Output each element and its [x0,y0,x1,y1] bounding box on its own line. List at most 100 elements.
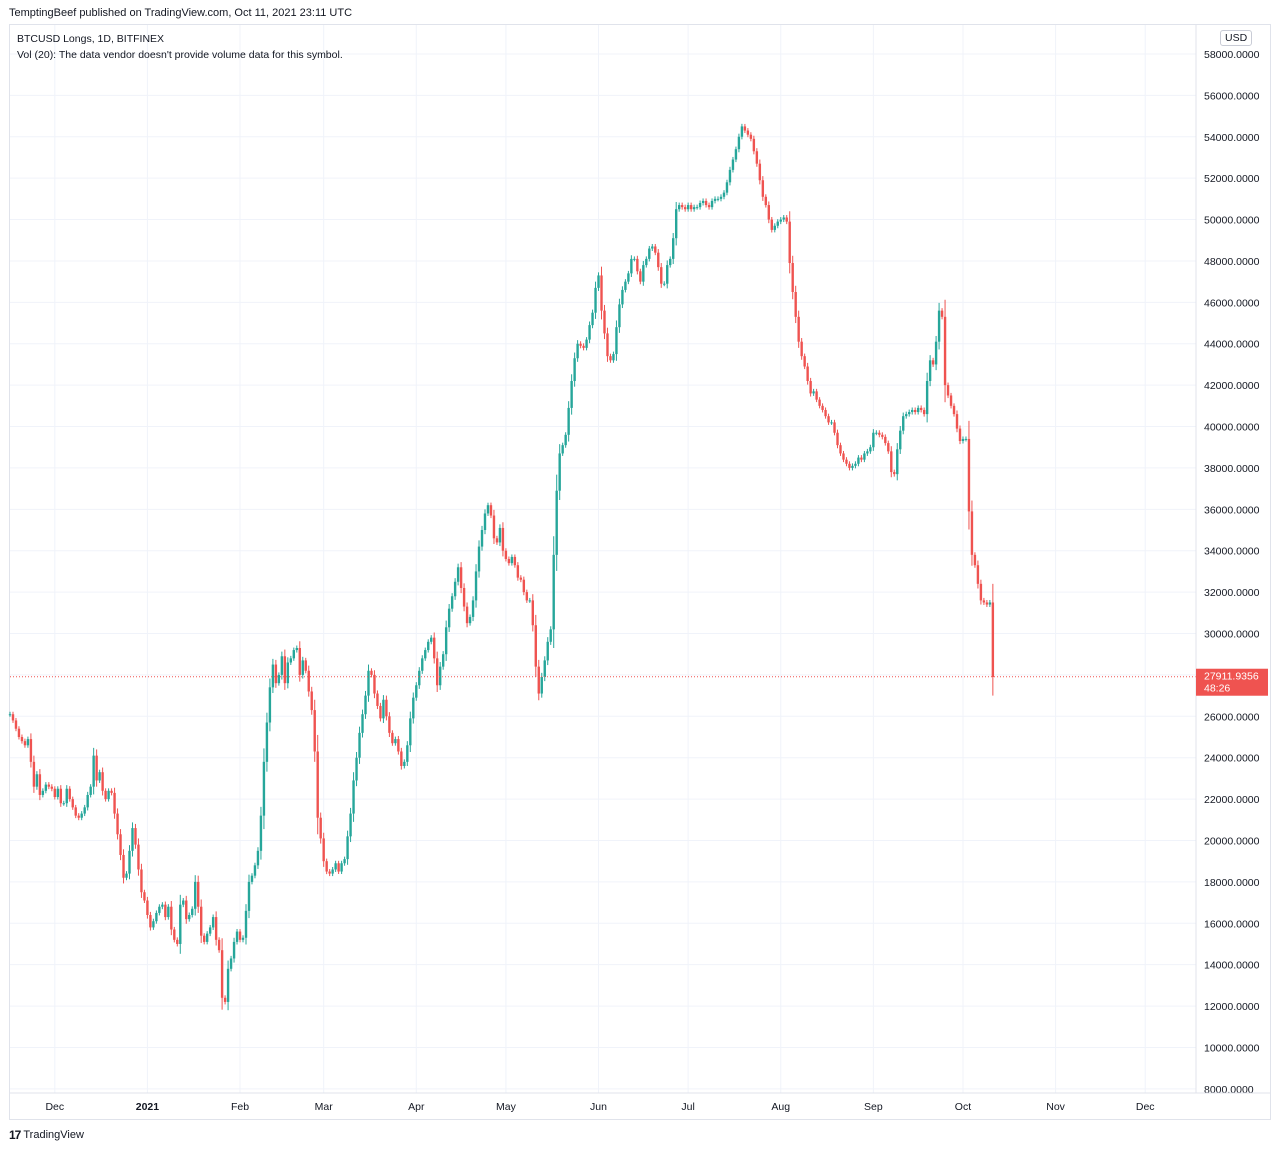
candle [179,894,182,954]
candle [8,711,12,717]
candle-body [47,784,51,787]
candle-body [483,513,487,531]
candle-body [412,697,415,719]
candle [400,747,403,770]
candle [525,589,529,603]
candle-body [38,774,42,795]
candle [271,658,275,694]
candle-body [256,850,260,866]
candle [710,198,714,210]
candle [38,769,42,801]
price-tick-label: 52000.0000 [1204,173,1260,185]
candle-body [836,432,839,446]
candle-body [468,616,472,624]
candle [23,738,27,748]
candle-body [304,660,307,671]
candle [890,446,893,478]
candle [328,869,331,877]
candle [761,176,765,201]
candle [946,382,950,399]
candle [226,960,230,1011]
candle [477,540,481,578]
candle [878,430,881,438]
candle [208,924,212,937]
candle-body [522,579,526,593]
candle [11,711,15,723]
candle [385,695,388,721]
candle-body [331,869,334,874]
candle [964,436,968,442]
candle [182,898,185,908]
candle-body [946,385,950,396]
candle [603,304,606,340]
candle [492,509,496,544]
candle [373,670,376,699]
price-tick-label: 56000.0000 [1204,90,1260,102]
candle-body [361,714,364,733]
candle [107,788,110,802]
candle-body [737,136,741,150]
candle-body [773,225,776,230]
candle [104,788,107,802]
candle [205,931,209,945]
candle-body [674,209,678,239]
candle-body [44,784,48,791]
candle [355,752,358,787]
candle-body [71,799,74,808]
candle [68,786,71,802]
candle-body [444,627,448,655]
candle [343,856,346,866]
candle [424,647,427,661]
candle [955,410,959,433]
candle [438,661,442,690]
candle [522,576,526,596]
candle [543,656,546,682]
candle [573,352,576,387]
currency-button[interactable]: USD [1220,30,1253,46]
candle-body [211,917,215,928]
tradingview-logo-icon: 17 [9,1128,21,1142]
candle-body [194,881,197,909]
candle [197,875,200,913]
candle [319,812,322,844]
candle-body [908,412,911,415]
price-tick-label: 26000.0000 [1204,711,1260,723]
candle-body [95,755,98,781]
candle [364,690,367,719]
candle [922,407,926,417]
candle-body [525,592,529,601]
candle-body [352,780,355,814]
candle-body [337,863,340,872]
candle-body [519,577,523,580]
candle [149,911,152,931]
price-tick-label: 48000.0000 [1204,256,1260,268]
candle-body [334,863,337,870]
candle-body [176,939,179,944]
candle [746,128,750,138]
candle [504,548,508,562]
candle [937,302,941,350]
candle-body [686,205,690,210]
candle [546,637,549,666]
candle-body [806,366,809,381]
candle-body [537,666,540,694]
candle-body [11,714,15,721]
candle [591,309,594,329]
candle [788,211,791,274]
candle-body [110,790,113,793]
candle-body [982,600,986,603]
candle [636,255,639,275]
candle [839,442,842,456]
candle-body [809,381,812,394]
candle [734,146,738,163]
tradingview-logo[interactable]: 17 TradingView [9,1128,84,1142]
candle-body [582,345,585,348]
candle-body [791,263,794,292]
candle-body [134,828,137,845]
candle-body [740,126,744,137]
candle-body [943,316,947,386]
price-tick-label: 34000.0000 [1204,546,1260,558]
candle [388,712,391,737]
candle [489,502,493,519]
